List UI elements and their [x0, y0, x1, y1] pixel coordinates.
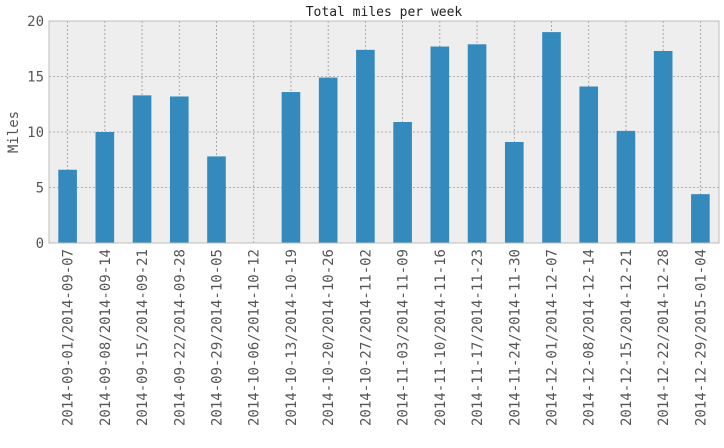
x-tick-label: 2014-09-01/2014-09-07 — [61, 249, 77, 426]
bar — [95, 132, 115, 243]
bar — [58, 169, 77, 243]
x-tick-label: 2014-09-08/2014-09-14 — [98, 249, 114, 426]
bar — [430, 46, 450, 243]
plot-area — [49, 21, 719, 243]
bar — [207, 156, 226, 243]
bar — [616, 130, 636, 243]
y-tick-label: 0 — [36, 236, 44, 252]
chart-title: Total miles per week — [306, 5, 463, 20]
x-tick-label: 2014-11-24/2014-11-30 — [507, 249, 523, 426]
y-tick-label: 5 — [36, 181, 44, 197]
bar — [393, 122, 412, 243]
bar — [467, 44, 487, 244]
bar — [281, 92, 301, 243]
x-tick-label: 2014-12-29/2015-01-04 — [693, 249, 709, 426]
bars — [58, 32, 710, 244]
x-tick-label: 2014-10-20/2014-10-26 — [321, 249, 337, 426]
bar — [542, 32, 561, 243]
x-tick-label: 2014-10-13/2014-10-19 — [284, 249, 300, 426]
x-tick-labels: 2014-09-01/2014-09-07 2014-09-08/2014-09-… — [61, 249, 710, 426]
x-tick-label: 2014-12-22/2014-12-28 — [656, 249, 672, 426]
y-tick-labels: 0 5 10 15 20 — [27, 14, 44, 252]
y-tick-label: 15 — [27, 70, 44, 86]
x-tick-label: 2014-09-22/2014-09-28 — [172, 249, 188, 426]
plot-frame — [48, 20, 720, 244]
bar — [169, 96, 189, 243]
x-tick-label: 2014-12-15/2014-12-21 — [619, 249, 635, 426]
x-tick-label: 2014-09-29/2014-10-05 — [210, 249, 226, 426]
bar — [132, 95, 152, 244]
x-tick-label: 2014-12-08/2014-12-14 — [582, 249, 598, 426]
bar — [318, 77, 338, 243]
x-tick-label: 2014-11-03/2014-11-09 — [396, 249, 412, 426]
x-tick-label: 2014-09-15/2014-09-21 — [135, 249, 151, 426]
x-tick-label: 2014-12-01/2014-12-07 — [545, 249, 561, 426]
x-tick-label: 2014-10-27/2014-11-02 — [358, 249, 374, 426]
bar — [653, 50, 673, 243]
bar — [504, 141, 524, 243]
y-axis-label: Miles — [6, 111, 22, 153]
y-tick-label: 10 — [27, 125, 44, 141]
bar — [356, 49, 375, 243]
x-tick-label: 2014-10-06/2014-10-12 — [247, 249, 263, 426]
x-tick-label: 2014-11-10/2014-11-16 — [433, 249, 449, 426]
x-tick-label: 2014-11-17/2014-11-23 — [470, 249, 486, 426]
bar — [579, 86, 599, 244]
bar — [691, 194, 710, 243]
y-tick-label: 20 — [27, 14, 44, 30]
